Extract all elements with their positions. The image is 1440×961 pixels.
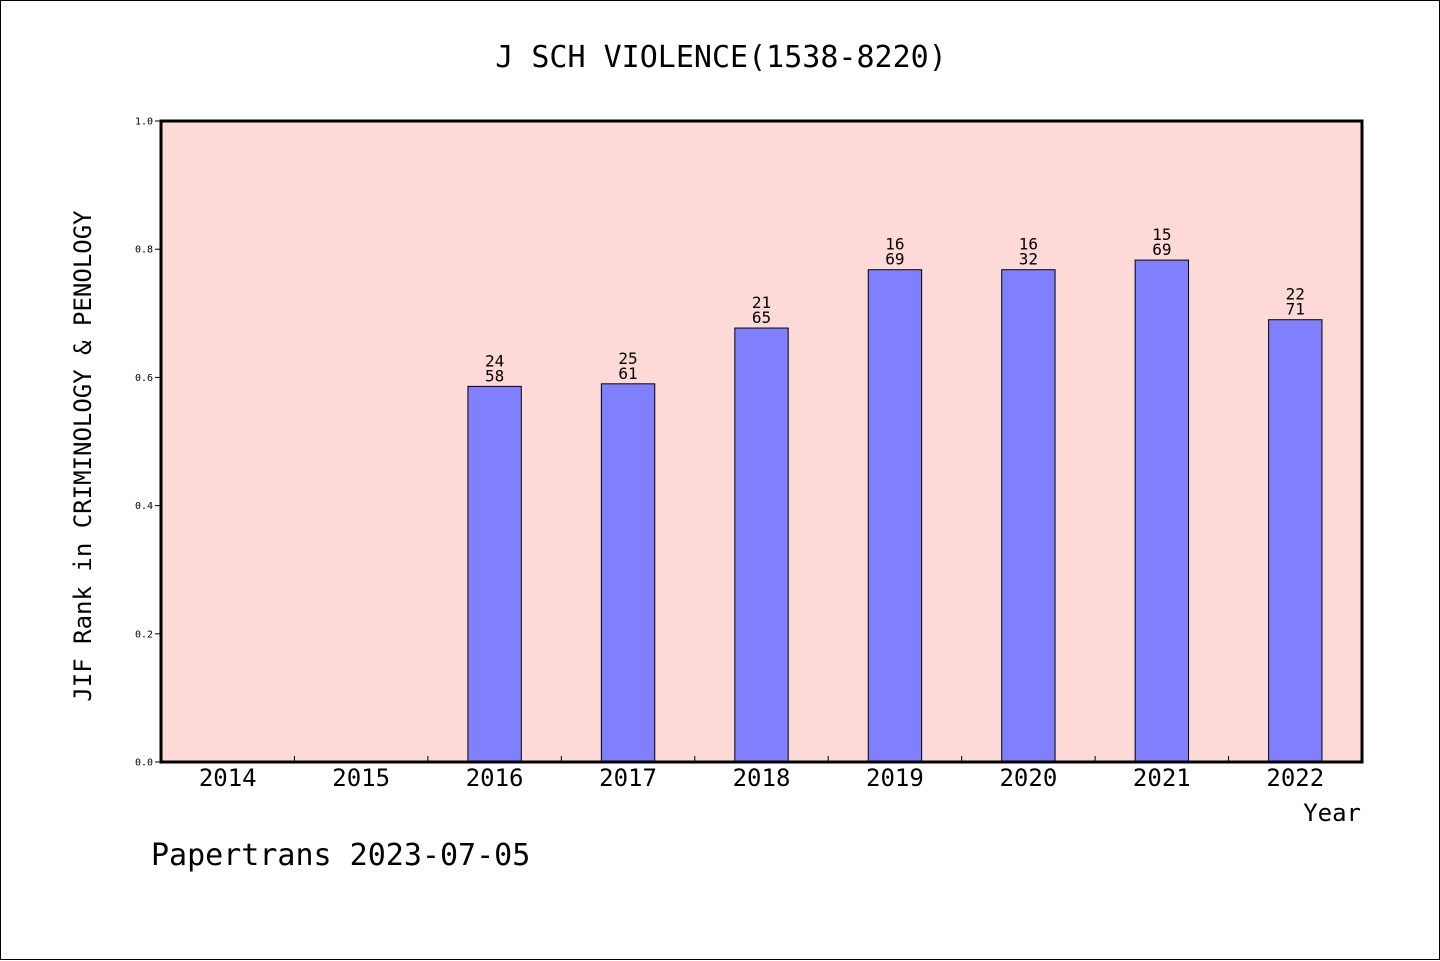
rank-label: 16 [1019,235,1038,254]
bar-2018 [734,327,789,763]
chart-title: J SCH VIOLENCE(1538-8220) [495,40,947,75]
total-label: 58 [485,366,504,385]
y-tick-label: 1.0 [135,117,153,128]
total-label: 71 [1286,300,1305,319]
x-tick-label: 2017 [599,764,657,792]
y-tick-label: 0.6 [135,373,153,384]
x-tick-label: 2020 [999,764,1057,792]
bar-2022 [1268,319,1323,763]
bar-2020 [1001,269,1056,763]
x-tick-label: 2021 [1133,764,1191,792]
x-tick-label: 2015 [332,764,390,792]
rank-label: 21 [752,293,771,312]
x-axis-label: Year [1303,799,1361,827]
rank-label: 24 [485,351,504,370]
plot-border [159,119,1364,764]
rank-label: 25 [618,349,637,368]
y-tick-label: 0.0 [135,758,153,769]
x-tick-label: 2019 [866,764,924,792]
bar-2017 [600,383,656,763]
total-label: 65 [752,308,771,327]
y-tick-label: 0.8 [135,245,153,256]
y-axis: 0.0 0.2 0.4 0.6 0.8 1.0 [135,117,161,769]
total-label: 32 [1019,250,1038,269]
total-label: 69 [885,250,904,269]
total-label: 69 [1152,240,1171,259]
y-tick-label: 0.2 [135,629,153,640]
rank-label: 16 [885,235,904,254]
x-tick-label: 2016 [466,764,524,792]
y-axis-label: JIF Rank in CRIMINOLOGY & PENOLOGY [69,210,97,702]
bar-2019 [867,269,923,763]
rank-label: 22 [1286,285,1305,304]
bar-2016 [467,385,522,763]
total-label: 61 [618,364,637,383]
x-tick-label: 2022 [1266,764,1324,792]
footer-text: Papertrans 2023-07-05 [151,838,530,873]
x-tick-label: 2014 [199,764,257,792]
rank-label: 15 [1152,225,1171,244]
x-axis: 2014 2015 2016 2017 2018 2019 2020 2021 2022 [199,756,1324,792]
y-tick-label: 0.4 [135,501,153,512]
x-tick-label: 2018 [733,764,791,792]
bar-2021 [1134,259,1190,763]
